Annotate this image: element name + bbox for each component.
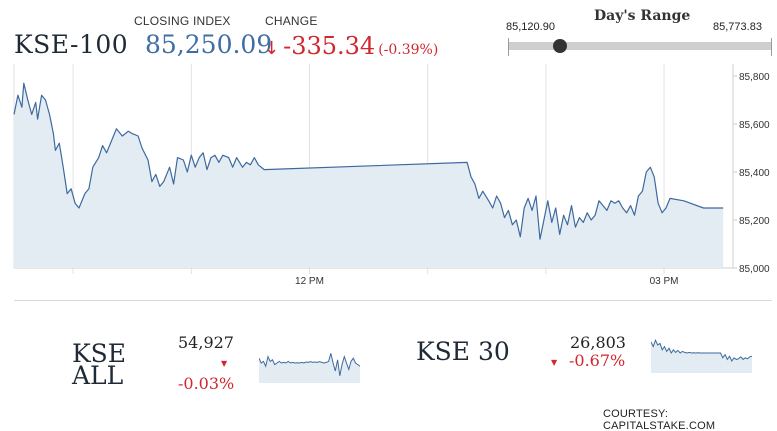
down-arrow-icon: ↓ <box>264 38 280 59</box>
closing-index-value: 85,250.09 <box>145 30 273 59</box>
closing-index-label: CLOSING INDEX <box>134 14 231 28</box>
y-tick-label: 85,000 <box>739 264 770 275</box>
y-tick-label: 85,200 <box>739 216 770 227</box>
days-range-high-tick <box>771 38 772 56</box>
kse-all-down-arrow-icon: ▼ <box>221 359 228 368</box>
days-range-high: 85,773.83 <box>713 21 762 33</box>
x-tick-label: 12 PM <box>295 276 324 287</box>
days-range-low: 85,120.90 <box>506 21 555 33</box>
days-range-knob <box>553 39 568 53</box>
x-tick-label: 03 PM <box>650 276 679 287</box>
days-range-track <box>508 42 772 50</box>
change-label: CHANGE <box>265 14 318 28</box>
sparkline-line <box>259 353 360 376</box>
days-range-low-tick <box>508 38 509 56</box>
kse-30-change: -0.67% <box>569 351 626 370</box>
days-range-title: Day's Range <box>594 8 691 24</box>
change-value-group: ↓ -335.34 (-0.39%) <box>264 32 438 60</box>
intraday-chart: 85,000 85,200 85,400 85,600 85,800 12 PM 03 PM <box>13 64 770 287</box>
kse-all-value: 54,927 <box>178 333 234 352</box>
change-value: -335.34 <box>283 32 376 60</box>
index-name: KSE-100 <box>14 30 129 59</box>
kse-30-down-arrow-icon: ▼ <box>551 358 558 367</box>
y-tick-label: 85,400 <box>739 168 770 179</box>
kse-30-name: KSE 30 <box>416 337 510 366</box>
sparkline-area <box>259 353 360 383</box>
courtesy-credit: COURTESY: CAPITALSTAKE.COM <box>603 408 716 431</box>
kse-all-change: -0.03% <box>178 374 235 393</box>
kse-30-value: 26,803 <box>570 333 626 352</box>
change-percent: (-0.39%) <box>378 42 439 58</box>
section-divider <box>14 300 772 301</box>
kse-all-name: KSE ALL <box>72 339 127 390</box>
series-area <box>14 83 724 268</box>
sparkline-area <box>651 340 752 373</box>
y-tick-label: 85,800 <box>739 72 770 83</box>
y-tick-label: 85,600 <box>739 120 770 131</box>
kse-all-sparkline <box>259 353 360 383</box>
series-line <box>13 82 724 240</box>
sparkline-line <box>651 338 752 363</box>
kse-30-sparkline <box>651 338 752 373</box>
